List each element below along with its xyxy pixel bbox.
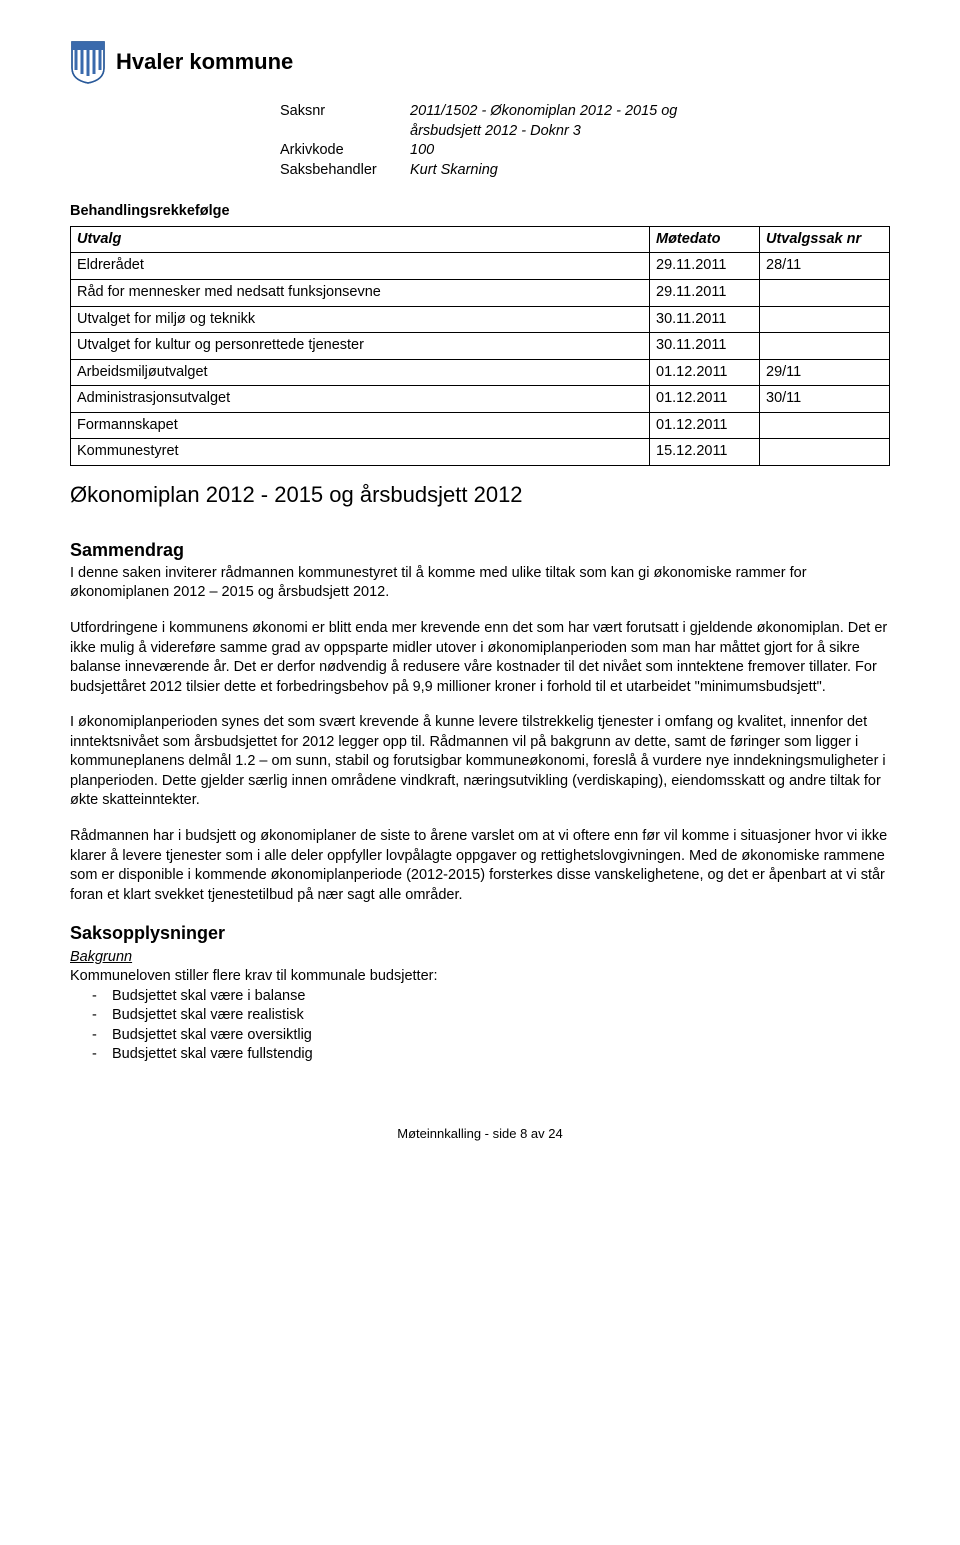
table-cell: 30.11.2011	[650, 306, 760, 333]
table-cell: Utvalget for kultur og personrettede tje…	[71, 333, 650, 360]
caseinfo-subheading: Bakgrunn	[70, 948, 890, 968]
table-cell: 01.12.2011	[650, 412, 760, 439]
summary-p2: Utfordringene i kommunens økonomi er bli…	[70, 619, 890, 697]
case-meta: Saksnr 2011/1502 - Økonomiplan 2012 - 20…	[280, 102, 890, 180]
table-row: Råd for mennesker med nedsatt funksjonse…	[71, 279, 890, 306]
list-item: Budsjettet skal være fullstendig	[98, 1045, 890, 1065]
table-cell: Arbeidsmiljøutvalget	[71, 359, 650, 386]
table-cell	[760, 412, 890, 439]
page-footer: Møteinnkalling - side 8 av 24	[70, 1125, 890, 1143]
summary-heading: Sammendrag	[70, 538, 890, 562]
table-cell	[760, 439, 890, 466]
summary-p3: I økonomiplanperioden synes det som svær…	[70, 713, 890, 811]
col-utvalg: Utvalg	[71, 226, 650, 253]
table-cell: 29.11.2011	[650, 253, 760, 280]
table-cell: 28/11	[760, 253, 890, 280]
table-cell: 30/11	[760, 386, 890, 413]
page-header: Hvaler kommune	[70, 40, 890, 84]
arkivkode-value: 100	[410, 141, 434, 161]
org-name: Hvaler kommune	[116, 47, 293, 77]
table-cell: Eldrerådet	[71, 253, 650, 280]
table-row: Utvalget for kultur og personrettede tje…	[71, 333, 890, 360]
list-item: Budsjettet skal være realistisk	[98, 1006, 890, 1026]
table-cell: 15.12.2011	[650, 439, 760, 466]
table-cell	[760, 279, 890, 306]
summary-p4: Rådmannen har i budsjett og økonomiplane…	[70, 827, 890, 905]
table-cell: 01.12.2011	[650, 359, 760, 386]
table-cell: Kommunestyret	[71, 439, 650, 466]
table-cell: Utvalget for miljø og teknikk	[71, 306, 650, 333]
processing-table: Utvalg Møtedato Utvalgssak nr Eldrerådet…	[70, 226, 890, 466]
list-item: Budsjettet skal være i balanse	[98, 987, 890, 1007]
caseinfo-intro: Kommuneloven stiller flere krav til komm…	[70, 967, 890, 987]
col-motedato: Møtedato	[650, 226, 760, 253]
table-cell: 29.11.2011	[650, 279, 760, 306]
table-cell: 30.11.2011	[650, 333, 760, 360]
summary-p1: I denne saken inviterer rådmannen kommun…	[70, 564, 890, 603]
list-item: Budsjettet skal være oversiktlig	[98, 1026, 890, 1046]
processing-heading: Behandlingsrekkefølge	[70, 202, 890, 222]
shield-icon	[70, 40, 106, 84]
col-utvalgssak: Utvalgssak nr	[760, 226, 890, 253]
saksnr-label: Saksnr	[280, 102, 410, 141]
saksbehandler-label: Saksbehandler	[280, 161, 410, 181]
table-cell: Råd for mennesker med nedsatt funksjonse…	[71, 279, 650, 306]
table-cell: 29/11	[760, 359, 890, 386]
saksnr-value: 2011/1502 - Økonomiplan 2012 - 2015 og å…	[410, 102, 720, 141]
table-row: Eldrerådet29.11.201128/11	[71, 253, 890, 280]
table-cell	[760, 333, 890, 360]
table-cell: Formannskapet	[71, 412, 650, 439]
table-cell: 01.12.2011	[650, 386, 760, 413]
caseinfo-heading: Saksopplysninger	[70, 921, 890, 945]
document-title: Økonomiplan 2012 - 2015 og årsbudsjett 2…	[70, 480, 890, 510]
table-cell: Administrasjonsutvalget	[71, 386, 650, 413]
saksbehandler-value: Kurt Skarning	[410, 161, 498, 181]
table-row: Formannskapet01.12.2011	[71, 412, 890, 439]
table-row: Utvalget for miljø og teknikk30.11.2011	[71, 306, 890, 333]
table-row: Kommunestyret15.12.2011	[71, 439, 890, 466]
requirement-list: Budsjettet skal være i balanseBudsjettet…	[70, 987, 890, 1065]
table-cell	[760, 306, 890, 333]
arkivkode-label: Arkivkode	[280, 141, 410, 161]
table-row: Arbeidsmiljøutvalget01.12.201129/11	[71, 359, 890, 386]
table-row: Administrasjonsutvalget01.12.201130/11	[71, 386, 890, 413]
